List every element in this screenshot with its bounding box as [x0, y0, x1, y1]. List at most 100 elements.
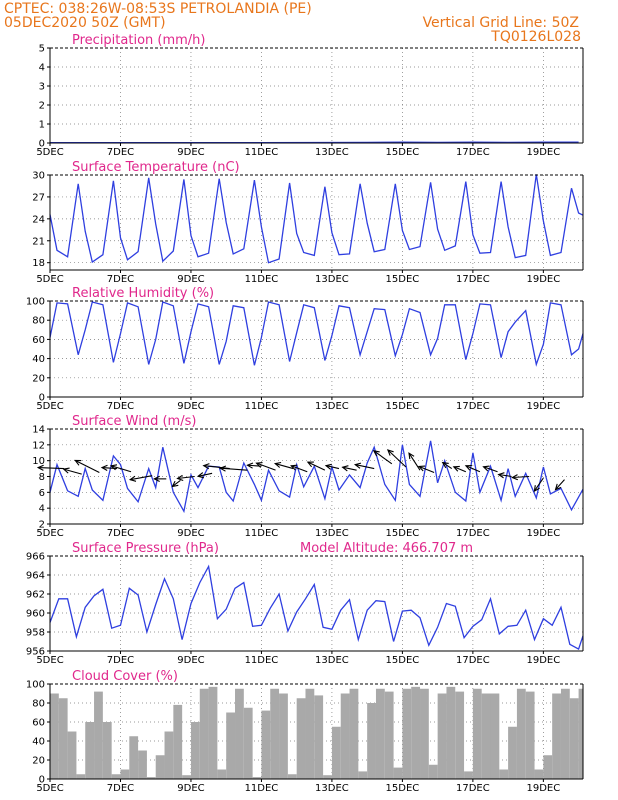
panel-title-rh: Relative Humidity (%): [72, 286, 214, 301]
wind-arrow-shaft: [197, 472, 213, 477]
x-tick-label: 17DEC: [456, 274, 490, 285]
cloud-bar: [402, 688, 412, 779]
cloud-bar: [164, 731, 174, 779]
x-tick-label: 7DEC: [107, 655, 134, 666]
cloud-bar: [314, 695, 324, 779]
x-tick-label: 19DEC: [526, 655, 560, 666]
wind-arrow-head: [290, 464, 298, 471]
panel-pressure: 956 958 960 962 964 966 5DEC 7DEC 9DEC 11DEC 13DEC…: [26, 541, 584, 666]
y-tick-label: 8: [39, 472, 45, 483]
cloud-bar: [182, 775, 191, 779]
wind-arrow-shaft: [75, 460, 100, 474]
panel-title-wind: Surface Wind (m/s): [72, 414, 196, 429]
wind-arrow-shaft: [408, 452, 421, 471]
wind-arrow-head: [464, 464, 472, 471]
cloud-bar: [420, 688, 429, 779]
y-tick-label: 6: [39, 488, 45, 499]
wind-arrow-shaft: [172, 480, 181, 487]
wind-arrow-head: [100, 464, 108, 471]
cloud-bar: [129, 736, 139, 779]
wind-arrow-head: [554, 483, 562, 491]
x-tick-label: 11DEC: [245, 783, 279, 794]
wind-arrow-shaft: [483, 466, 498, 473]
x-tick-label: 11DEC: [245, 401, 279, 412]
cloud-bar: [508, 726, 517, 779]
cloud-bar: [455, 691, 465, 779]
x-tick-label: 9DEC: [177, 401, 204, 412]
y-tick-label: 40: [32, 354, 45, 365]
wind-arrow-shaft: [307, 461, 326, 471]
x-tick-label: 15DEC: [386, 147, 420, 158]
cloud-bar: [102, 722, 112, 779]
wind-arrow-head: [341, 465, 349, 472]
x-tick-label: 15DEC: [386, 783, 420, 794]
wind-arrow-head: [109, 464, 118, 471]
y-tick-label: 0: [39, 393, 45, 404]
y-tick-label: 956: [26, 647, 45, 658]
wind-arrow-head: [324, 463, 332, 470]
wind-arrow-shaft: [555, 479, 565, 491]
wind-arrow-head: [511, 474, 519, 481]
x-tick-label: 17DEC: [456, 783, 490, 794]
panel-title-precip: Precipitation (mm/h): [72, 33, 205, 48]
y-tick-label: 966: [26, 552, 45, 563]
wind-arrow-head: [482, 465, 490, 472]
y-tick-label: 958: [26, 628, 45, 639]
wind-arrow-head: [36, 464, 44, 471]
cloud-bar: [270, 688, 280, 779]
cloud-bar: [67, 731, 77, 779]
wind-arrow-head: [74, 459, 82, 466]
x-tick-label: 13DEC: [315, 783, 349, 794]
cloud-bar: [367, 703, 376, 779]
model-altitude-label: Model Altitude: 466.707 m: [300, 541, 473, 556]
cloud-bar: [499, 769, 509, 779]
cloud-bar: [349, 688, 359, 779]
header-date: 05DEC2020 50Z (GMT): [4, 15, 166, 31]
x-tick-label: 9DEC: [177, 655, 204, 666]
cloud-bar: [296, 698, 306, 779]
y-tick-label: 21: [32, 236, 45, 247]
cloud-bar: [552, 693, 561, 779]
x-tick-label: 7DEC: [107, 401, 134, 412]
cloud-bar: [490, 693, 500, 779]
x-tick-label: 19DEC: [526, 147, 560, 158]
cloud-bar: [560, 688, 570, 779]
cloud-bar: [138, 750, 147, 779]
cloud-bar: [437, 693, 447, 779]
wind-arrow-shaft: [325, 465, 340, 470]
y-tick-label: 4: [39, 504, 45, 515]
cloud-bar: [331, 726, 341, 779]
panel-title-pressure: Surface Pressure (hPa): [72, 541, 219, 556]
y-tick-label: 18: [32, 258, 45, 269]
cloud-bar: [279, 693, 288, 779]
cloud-bar: [340, 693, 350, 779]
x-tick-label: 13DEC: [315, 655, 349, 666]
panel-rh: 0 20 40 60 80 100 5DEC 7DEC 9DEC 11DEC 13DEC 15DEC 1…: [26, 286, 584, 412]
cloud-bar: [516, 688, 526, 779]
wind-arrow-head: [306, 461, 314, 468]
cloud-bar: [58, 698, 68, 779]
x-tick-label: 15DEC: [386, 655, 420, 666]
wind-arrow-head: [196, 472, 205, 479]
wind-arrow-shaft: [533, 477, 544, 492]
cloud-bar: [85, 722, 95, 779]
wind-arrow-shaft: [465, 465, 481, 473]
y-tick-label: 962: [26, 590, 45, 601]
y-tick-label: 40: [32, 737, 45, 748]
header-grid-line: Vertical Grid Line: 50Z: [423, 15, 579, 31]
rh-series-line: [49, 301, 584, 367]
y-tick-label: 80: [32, 316, 45, 327]
cloud-bar: [384, 691, 394, 779]
wind-arrow-head: [372, 450, 380, 457]
cloud-bar: [428, 764, 438, 779]
wind-arrow-head: [386, 449, 394, 456]
cloud-bar: [287, 774, 297, 779]
wind-arrow-head: [533, 485, 540, 493]
cloud-bar: [543, 755, 553, 779]
cloud-bar: [358, 771, 368, 779]
cloud-bar: [146, 777, 156, 779]
wind-arrow-shaft: [342, 466, 357, 471]
wind-arrow-head: [219, 465, 227, 472]
x-tick-label: 19DEC: [526, 274, 560, 285]
y-tick-label: 24: [32, 214, 45, 225]
